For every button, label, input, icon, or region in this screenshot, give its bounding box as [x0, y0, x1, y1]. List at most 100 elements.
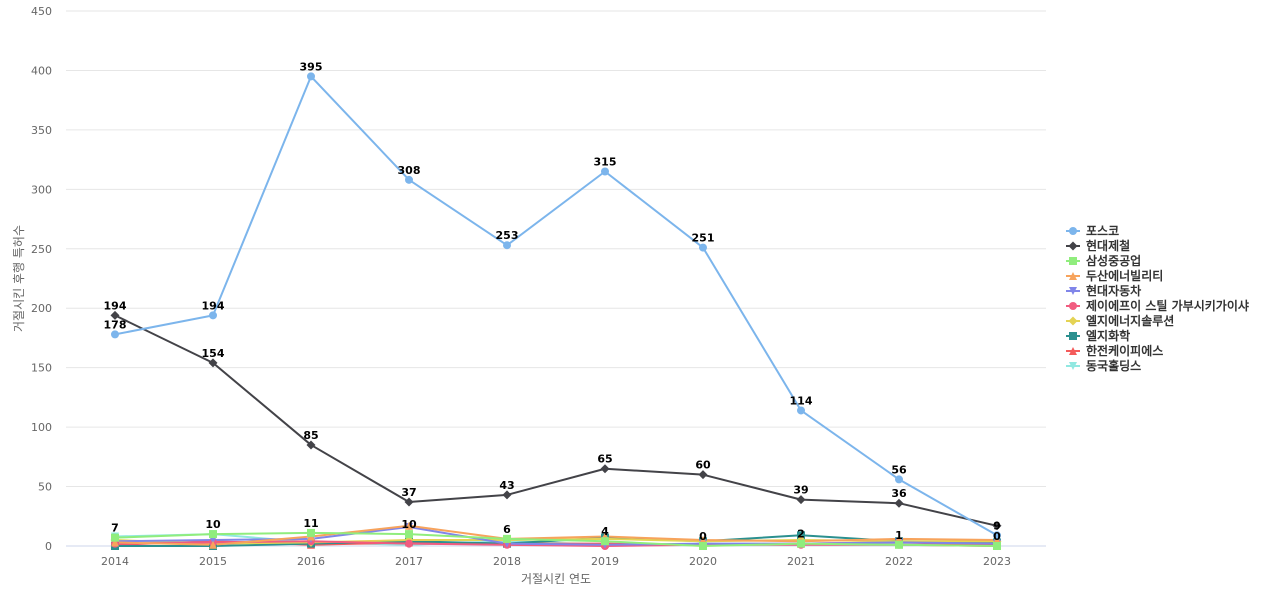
data-point: [1068, 316, 1078, 326]
data-label: 43: [499, 479, 514, 492]
y-tick-label: 350: [31, 124, 52, 137]
data-point: [992, 521, 1002, 531]
data-point: [209, 540, 217, 549]
data-point: [993, 531, 1001, 540]
data-point: [1069, 347, 1077, 355]
legend-item: 엘지화학: [1066, 328, 1130, 343]
data-point: [405, 521, 413, 530]
data-label: 6: [503, 523, 511, 536]
data-point: [111, 533, 119, 542]
data-point: [111, 330, 119, 339]
data-label: 0: [699, 530, 707, 543]
data-label: 251: [692, 232, 715, 245]
y-tick-label: 50: [38, 481, 52, 494]
y-tick-label: 450: [31, 5, 52, 18]
x-tick-label: 2023: [983, 555, 1011, 568]
data-label: 0: [993, 530, 1001, 543]
series-line: [114, 525, 998, 546]
x-axis-ticks: 2014 2015 2016 2017 2018 2019 2020 2021 2022 2023: [101, 555, 1011, 568]
y-tick-label: 0: [45, 540, 52, 553]
legend-label: 현대자동차: [1086, 283, 1141, 298]
x-tick-label: 2021: [787, 555, 815, 568]
data-label: 11: [303, 517, 318, 530]
legend-label: 한전케이피에스: [1086, 343, 1163, 358]
data-label: 9: [993, 519, 1001, 532]
data-point: [503, 534, 511, 543]
legend-item: 제이에프이 스틸 가부시키가이샤: [1066, 298, 1249, 313]
x-tick-label: 2019: [591, 555, 619, 568]
y-tick-label: 250: [31, 243, 52, 256]
data-label: 85: [303, 429, 318, 442]
x-tick-label: 2018: [493, 555, 521, 568]
legend-item: 삼성중공업: [1066, 253, 1141, 268]
x-tick-label: 2017: [395, 555, 423, 568]
data-label: 2: [797, 528, 805, 541]
data-label: 114: [790, 394, 813, 407]
legend-item: 현대자동차: [1066, 283, 1141, 298]
legend-label: 포스코: [1086, 224, 1119, 238]
data-point: [895, 540, 903, 549]
data-label: 56: [891, 463, 907, 476]
data-point: [110, 310, 120, 320]
data-label: 395: [300, 60, 323, 73]
data-point: [698, 470, 708, 480]
legend-label: 엘지에너지솔루션: [1086, 313, 1174, 328]
data-point: [699, 542, 707, 550]
data-labels: 1781943953082533152511145691941548537436…: [104, 60, 1002, 543]
series-line: [114, 531, 998, 547]
legend-item: 포스코: [1066, 224, 1119, 238]
y-tick-label: 100: [31, 421, 52, 434]
legend-item: 동국홀딩스: [1066, 358, 1141, 373]
y-tick-label: 300: [31, 183, 52, 196]
series-line: [114, 75, 998, 537]
x-tick-label: 2020: [689, 555, 717, 568]
y-tick-label: 150: [31, 362, 52, 375]
x-tick-label: 2015: [199, 555, 227, 568]
data-point: [601, 167, 609, 176]
legend-item: 엘지에너지솔루션: [1066, 313, 1174, 328]
data-point: [797, 406, 805, 415]
data-label: 315: [594, 156, 617, 169]
data-label: 178: [104, 318, 127, 331]
data-point: [209, 530, 217, 539]
data-point: [699, 243, 707, 252]
y-tick-label: 200: [31, 302, 52, 315]
series-line: [114, 314, 998, 527]
data-label: 10: [401, 518, 417, 531]
data-point: [1069, 302, 1077, 310]
data-point: [405, 530, 413, 539]
data-point: [1069, 287, 1077, 295]
legend-label: 삼성중공업: [1086, 253, 1141, 268]
series-markers: [110, 72, 1002, 550]
data-label: 154: [202, 347, 225, 360]
y-axis-title: 거절시킨 후행 특허수: [11, 225, 26, 332]
y-tick-label: 400: [31, 64, 52, 77]
data-point: [208, 358, 218, 368]
data-label: 7: [111, 522, 119, 535]
data-label: 60: [695, 459, 711, 472]
data-point: [307, 72, 315, 81]
legend-label: 동국홀딩스: [1086, 358, 1141, 373]
data-point: [600, 464, 610, 474]
data-label: 36: [891, 487, 907, 500]
data-point: [405, 539, 413, 548]
legend-label: 두산에너빌리티: [1086, 268, 1163, 283]
data-point: [993, 542, 1001, 550]
legend-label: 현대제철: [1086, 238, 1130, 253]
data-point: [306, 440, 316, 450]
data-point: [1069, 362, 1077, 370]
data-point: [209, 311, 217, 320]
legend-label: 엘지화학: [1086, 328, 1130, 343]
data-point: [797, 531, 805, 540]
data-label: 194: [202, 299, 225, 312]
series-lines: [114, 75, 998, 547]
data-point: [1069, 227, 1077, 235]
data-label: 37: [401, 486, 416, 499]
data-label: 4: [601, 525, 609, 538]
x-axis-title: 거절시킨 연도: [521, 572, 591, 586]
data-point: [405, 175, 413, 184]
legend-label: 제이에프이 스틸 가부시키가이샤: [1086, 298, 1249, 313]
legend-item: 한전케이피에스: [1066, 343, 1163, 358]
